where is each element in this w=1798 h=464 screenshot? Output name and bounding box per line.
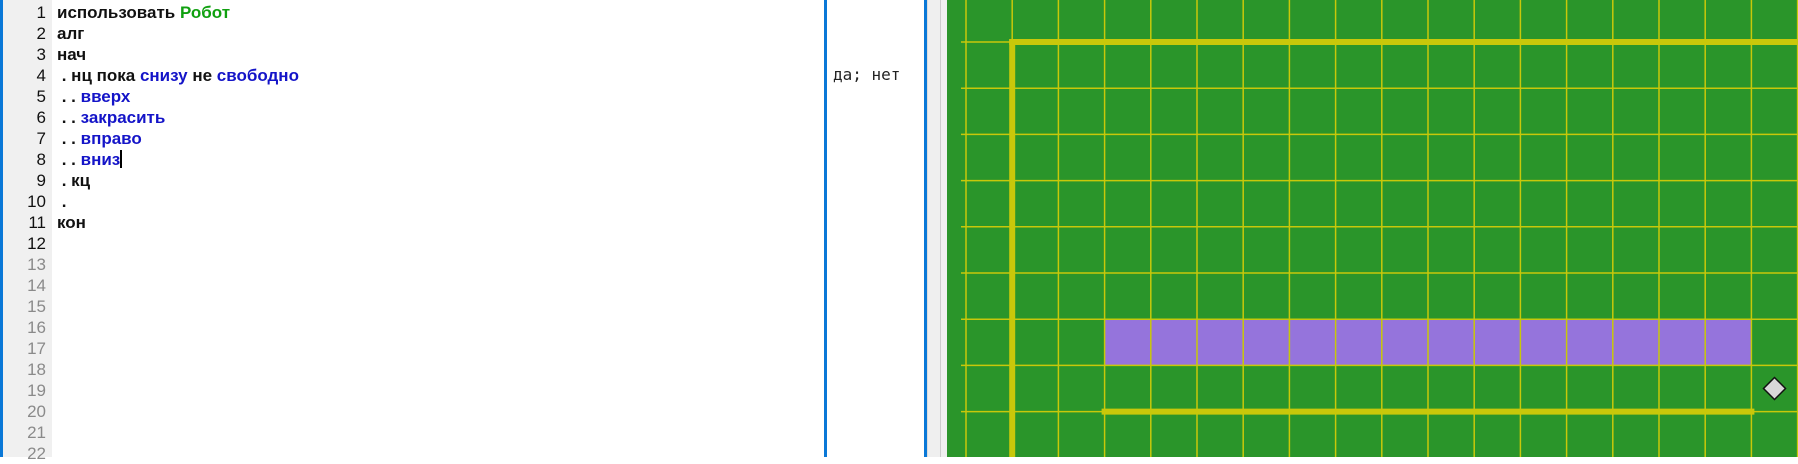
code-keyword: . . (57, 108, 81, 127)
line-number: 6 (36, 108, 46, 127)
line-number: 9 (36, 171, 46, 190)
painted-cell (1520, 319, 1567, 366)
margin-output-panel: да; нет (827, 0, 927, 457)
code-keyword: . . (57, 129, 81, 148)
line-number: 22 (27, 444, 46, 463)
code-keyword: . нц пока (57, 66, 140, 85)
painted-cell (1705, 319, 1752, 366)
code-keyword: . (57, 192, 67, 211)
code-keyword: не (187, 66, 217, 85)
line-number: 2 (36, 24, 46, 43)
line-number: 15 (27, 297, 46, 316)
code-line[interactable]: . нц пока снизу не свободно (57, 65, 299, 86)
code-keyword: нач (57, 45, 87, 64)
line-number: 17 (27, 339, 46, 358)
painted-cell (1474, 319, 1521, 366)
code-editor[interactable]: 1 2 3 4 5 6 7 8 9 10 11 12 13 14 15 16 17 18 19 20 21 22 испо… (0, 0, 827, 463)
painted-cell (1289, 319, 1336, 366)
line-number: 12 (27, 234, 46, 253)
code-line[interactable]: . . вверх (57, 86, 131, 107)
code-identifier: вверх (80, 87, 131, 106)
painted-cell (1566, 319, 1613, 366)
line-number: 21 (27, 423, 46, 442)
line-number: 3 (36, 45, 46, 64)
line-number: 1 (36, 3, 46, 22)
code-keyword: . кц (57, 171, 91, 190)
painted-cell (1428, 319, 1475, 366)
line-number: 5 (36, 87, 46, 106)
line-number: 16 (27, 318, 46, 337)
line-number: 18 (27, 360, 46, 379)
margin-value-line-4: да; нет (833, 65, 901, 84)
code-identifier: закрасить (80, 108, 166, 127)
robot-field (947, 0, 1798, 459)
painted-cell (1150, 319, 1197, 366)
code-line[interactable]: алг (57, 23, 84, 44)
line-number: 14 (27, 276, 46, 295)
line-number-gutter: 1 2 3 4 5 6 7 8 9 10 11 12 13 14 15 16 17 18 19 20 21 22 (3, 0, 52, 463)
code-identifier: Робот (179, 3, 231, 22)
code-keyword: алг (57, 24, 85, 43)
painted-cell (1659, 319, 1706, 366)
line-number: 13 (27, 255, 46, 274)
robot-field-canvas (961, 0, 1798, 459)
line-number: 11 (28, 213, 46, 232)
code-identifier: снизу (139, 66, 188, 85)
painted-cell (1243, 319, 1290, 366)
code-line[interactable]: кон (57, 212, 86, 233)
code-line[interactable]: нач (57, 44, 86, 65)
painted-cell (1104, 319, 1151, 366)
code-keyword: . . (57, 150, 81, 169)
code-identifier: вправо (80, 129, 142, 148)
line-number: 8 (36, 150, 46, 169)
code-line[interactable]: использовать Робот (57, 2, 230, 23)
line-number: 19 (27, 381, 46, 400)
painted-cell (1381, 319, 1428, 366)
code-keyword: кон (57, 213, 86, 232)
painted-cell (1612, 319, 1659, 366)
line-number: 20 (27, 402, 46, 421)
panel-splitter[interactable] (927, 0, 948, 457)
line-number: 7 (36, 129, 46, 148)
text-caret (120, 150, 123, 168)
code-keyword: . . (57, 87, 81, 106)
code-keyword: использовать (57, 3, 180, 22)
line-number: 4 (36, 66, 46, 85)
code-line[interactable]: . . закрасить (57, 107, 166, 128)
code-line[interactable]: . кц (57, 170, 90, 191)
line-number: 10 (27, 192, 46, 211)
painted-cell (1197, 319, 1244, 366)
code-identifier: вниз (80, 150, 121, 169)
robot-icon (1762, 376, 1787, 401)
painted-cell (1335, 319, 1382, 366)
code-line[interactable]: . (57, 191, 67, 212)
code-line[interactable]: . . вправо (57, 128, 142, 149)
code-line[interactable]: . . вниз (57, 149, 123, 170)
code-identifier: свободно (216, 66, 299, 85)
